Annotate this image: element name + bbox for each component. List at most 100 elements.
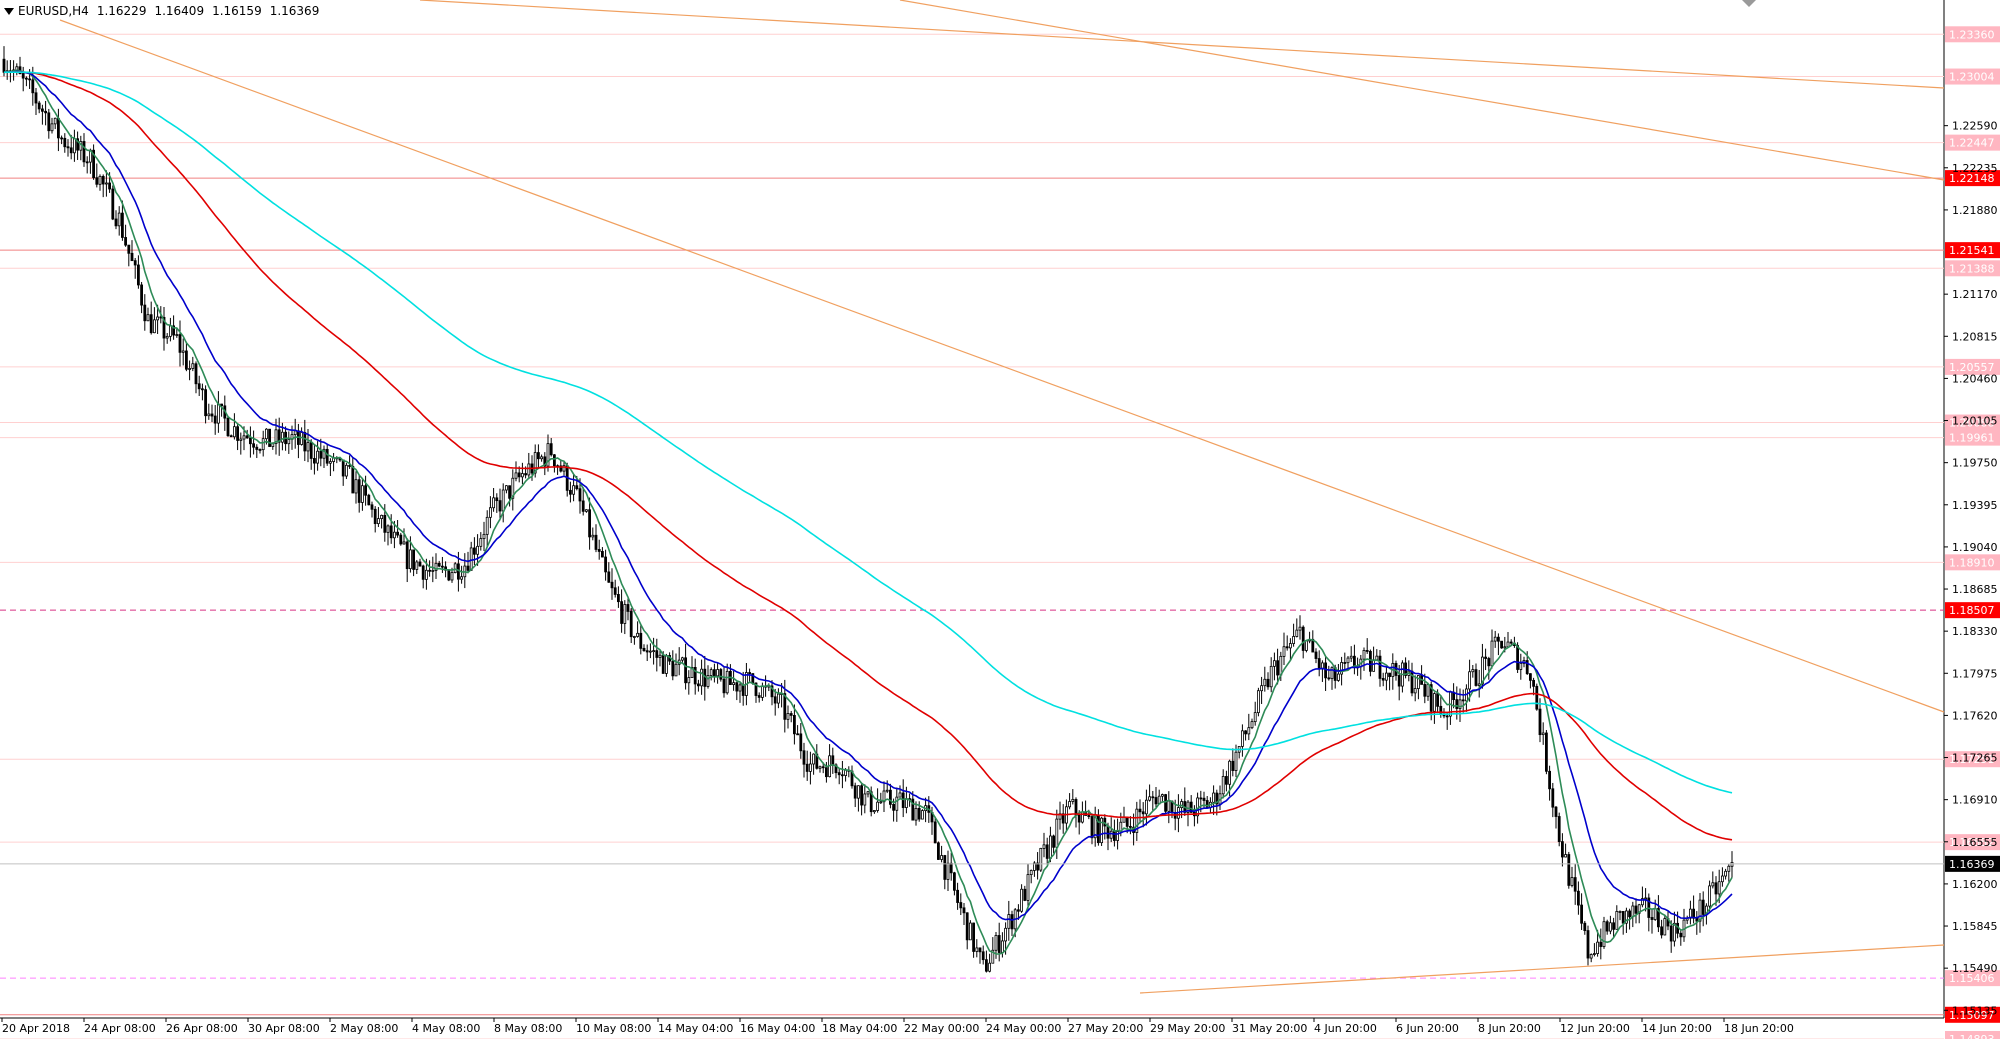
candle-body	[1698, 899, 1702, 922]
candle-body	[754, 682, 758, 696]
candle-body	[1474, 669, 1478, 686]
candle-body	[658, 654, 662, 658]
candle-body	[34, 92, 38, 104]
candle-body	[1257, 690, 1260, 714]
candle-body	[1314, 651, 1318, 659]
candle-body	[252, 443, 256, 448]
candle-body	[1394, 663, 1398, 676]
candle-body	[488, 507, 492, 518]
candle-body	[1618, 911, 1622, 913]
candle-body	[1471, 669, 1475, 673]
candle-body	[389, 525, 393, 539]
candle-body	[1586, 930, 1590, 959]
candle-body	[495, 497, 499, 502]
candle-body	[953, 872, 956, 891]
candle-body	[661, 654, 665, 674]
candle-body	[1548, 770, 1551, 790]
trendline	[419, 0, 1945, 89]
candle-body	[1583, 922, 1587, 931]
candle-body	[143, 304, 147, 322]
level-label: 1.20088	[1949, 417, 1995, 430]
candle-body	[879, 801, 883, 804]
candle-body	[1298, 626, 1302, 631]
candle-body	[188, 368, 192, 370]
candle-body	[1020, 888, 1023, 912]
candle-body	[226, 417, 230, 437]
candle-body	[844, 769, 847, 776]
time-label: 29 May 20:00	[1150, 1022, 1225, 1035]
candle-body	[344, 464, 348, 477]
candle-body	[1228, 760, 1231, 785]
candle-body	[1324, 662, 1327, 679]
price-tick-label: 1.19040	[1952, 541, 1998, 554]
candle-body	[572, 485, 575, 495]
candle-body	[569, 489, 572, 495]
candle-body	[341, 459, 345, 477]
candle-body	[1164, 794, 1167, 812]
candle-body	[114, 218, 118, 227]
candle-body	[175, 334, 179, 336]
candle-body	[434, 562, 438, 571]
candle-body	[69, 147, 73, 154]
candle-body	[1244, 730, 1247, 735]
candle-body	[706, 675, 710, 687]
candle-body	[687, 677, 691, 684]
candle-body	[92, 149, 95, 179]
level-label: 1.19961	[1949, 432, 1995, 445]
candle-body	[428, 569, 432, 572]
candle-body	[1167, 800, 1171, 812]
candle-body	[1609, 922, 1612, 932]
candle-body	[1033, 862, 1036, 871]
candle-body	[399, 534, 403, 545]
level-label: 1.15406	[1949, 972, 1995, 985]
chart-shift-marker-icon[interactable]	[1742, 0, 1756, 7]
candle-body	[917, 807, 921, 820]
candle-body	[818, 766, 822, 769]
candle-body	[482, 533, 486, 540]
close-value: 1.16369	[269, 4, 320, 18]
candle-body	[700, 668, 703, 687]
candle-body	[408, 549, 412, 570]
candle-body	[956, 889, 959, 903]
candle-body	[373, 508, 377, 525]
candle-body	[1109, 830, 1113, 839]
candle-body	[1388, 672, 1391, 677]
candle-body	[933, 821, 937, 844]
candle-body	[1023, 888, 1027, 901]
trendline	[899, 0, 1945, 181]
candle-body	[991, 949, 995, 964]
candle-body	[402, 541, 406, 545]
candle-body	[1468, 671, 1471, 690]
candle-body	[380, 514, 384, 520]
candle-body	[588, 509, 591, 538]
candle-body	[901, 792, 905, 808]
candle-body	[978, 947, 982, 953]
price-tick-label: 1.21170	[1952, 288, 1998, 301]
candle-body	[885, 789, 889, 792]
candle-body	[405, 541, 409, 570]
candle-body	[1554, 806, 1558, 817]
trendline	[1139, 944, 1945, 994]
level-label-bg	[1945, 1006, 2000, 1023]
level-label-bg	[1945, 602, 2000, 619]
symbol-dropdown-icon[interactable]	[4, 7, 14, 15]
candle-body	[1263, 678, 1267, 687]
candle-body	[1461, 699, 1465, 702]
candle-body	[152, 319, 156, 334]
candle-body	[1090, 816, 1094, 839]
candle-body	[1269, 665, 1273, 688]
candle-body	[312, 458, 316, 464]
level-label: 1.17251	[1949, 753, 1995, 766]
price-tick-label: 1.17620	[1952, 709, 1998, 722]
current-price-label: 1.16369	[1949, 858, 1995, 871]
high-value: 1.16409	[154, 4, 205, 18]
candle-body	[732, 682, 735, 685]
candle-body	[1631, 905, 1635, 918]
candle-body	[376, 518, 380, 525]
time-label: 12 Jun 20:00	[1560, 1022, 1630, 1035]
candle-body	[31, 79, 35, 94]
candle-body	[1385, 672, 1388, 681]
candle-body	[130, 252, 134, 262]
candle-body	[1247, 727, 1251, 735]
